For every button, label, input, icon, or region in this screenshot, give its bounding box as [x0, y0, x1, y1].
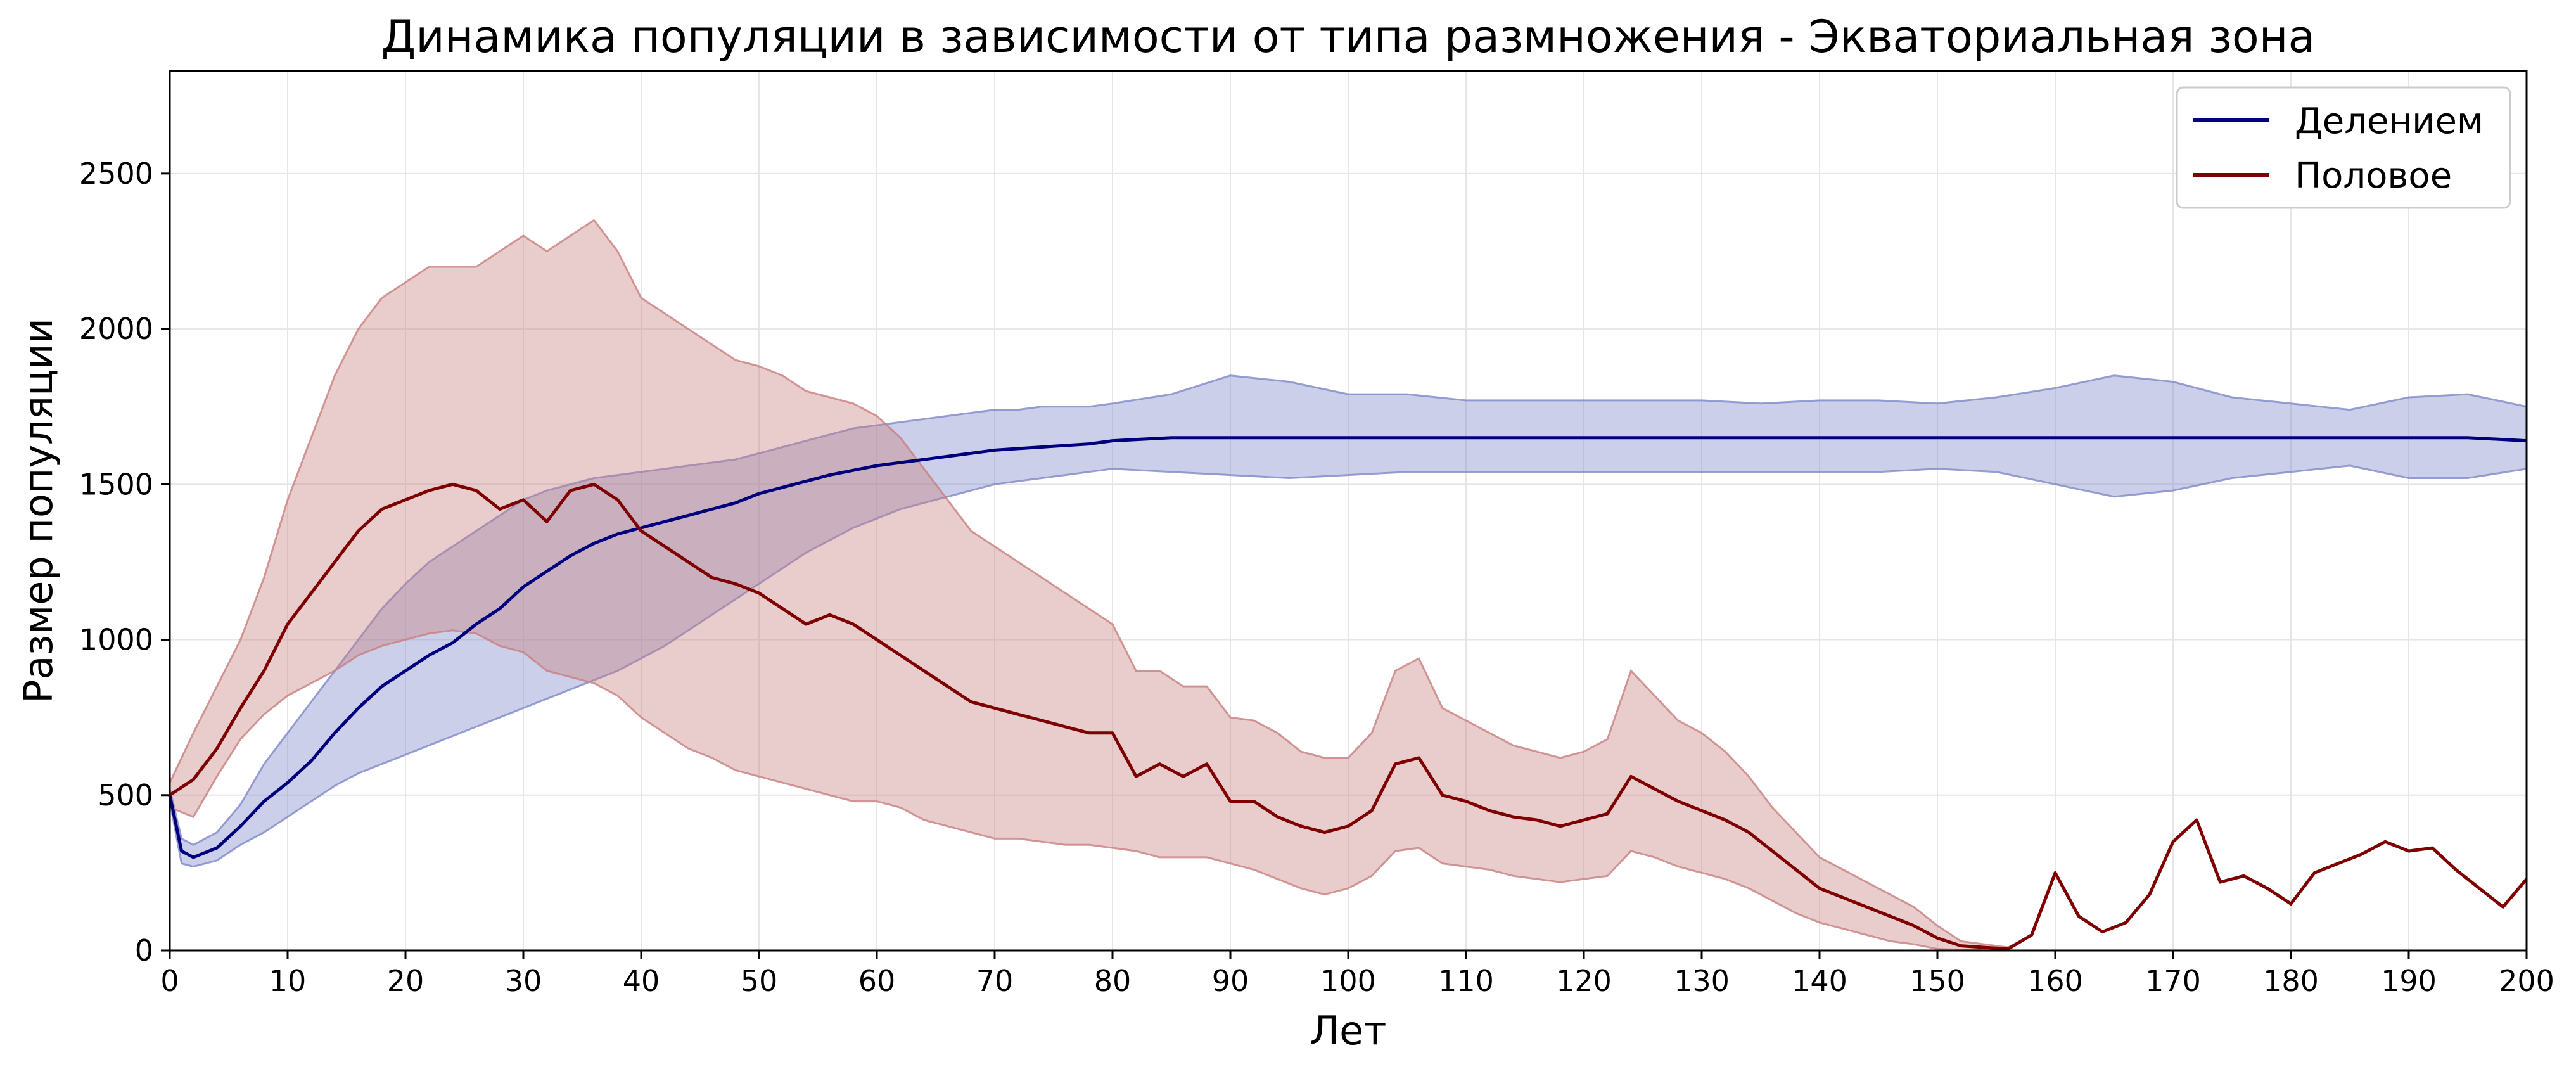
x-tick-label: 10	[269, 964, 307, 998]
x-tick-label: 200	[2499, 964, 2554, 998]
y-tick-label: 2500	[79, 157, 153, 191]
legend-label-series-1: Делением	[2295, 101, 2484, 142]
x-tick-label: 40	[623, 964, 660, 998]
x-tick-label: 90	[1212, 964, 1249, 998]
x-tick-label: 70	[976, 964, 1014, 998]
x-tick-label: 110	[1438, 964, 1494, 998]
x-axis-label: Лет	[1310, 1008, 1387, 1054]
x-tick-label: 170	[2145, 964, 2201, 998]
x-tick-label: 60	[858, 964, 896, 998]
y-tick-label: 2000	[79, 312, 153, 346]
x-tick-label: 100	[1320, 964, 1376, 998]
x-tick-label: 20	[387, 964, 424, 998]
x-tick-label: 80	[1094, 964, 1132, 998]
chart-title: Динамика популяции в зависимости от типа…	[381, 11, 2316, 63]
line-series-1	[168, 436, 2527, 859]
x-tick-label: 190	[2381, 964, 2437, 998]
x-tick-label: 130	[1674, 964, 1730, 998]
legend-box	[2176, 86, 2511, 209]
y-axis-label: Размер популяции	[15, 318, 61, 703]
x-tick-label: 150	[1910, 964, 1965, 998]
x-tick-label: 0	[160, 964, 179, 998]
x-tick-label: 30	[505, 964, 542, 998]
axis-ticks: 0 10 20 30 40 50 60 70 80 90 100 110 120 130 140 150 160…	[79, 157, 2554, 998]
x-tick-label: 50	[741, 964, 778, 998]
line-series-2	[169, 482, 2528, 951]
series-lines	[168, 436, 2528, 951]
legend: Делением Половое	[2176, 86, 2511, 209]
y-tick-label: 500	[98, 778, 153, 812]
x-tick-label: 160	[2027, 964, 2083, 998]
x-tick-label: 140	[1792, 964, 1847, 998]
legend-label-series-2: Половое	[2295, 155, 2452, 196]
x-tick-label: 180	[2263, 964, 2319, 998]
y-tick-label: 0	[135, 933, 153, 968]
x-tick-label: 120	[1556, 964, 1612, 998]
y-tick-label: 1500	[79, 467, 153, 501]
y-tick-label: 1000	[79, 623, 153, 657]
